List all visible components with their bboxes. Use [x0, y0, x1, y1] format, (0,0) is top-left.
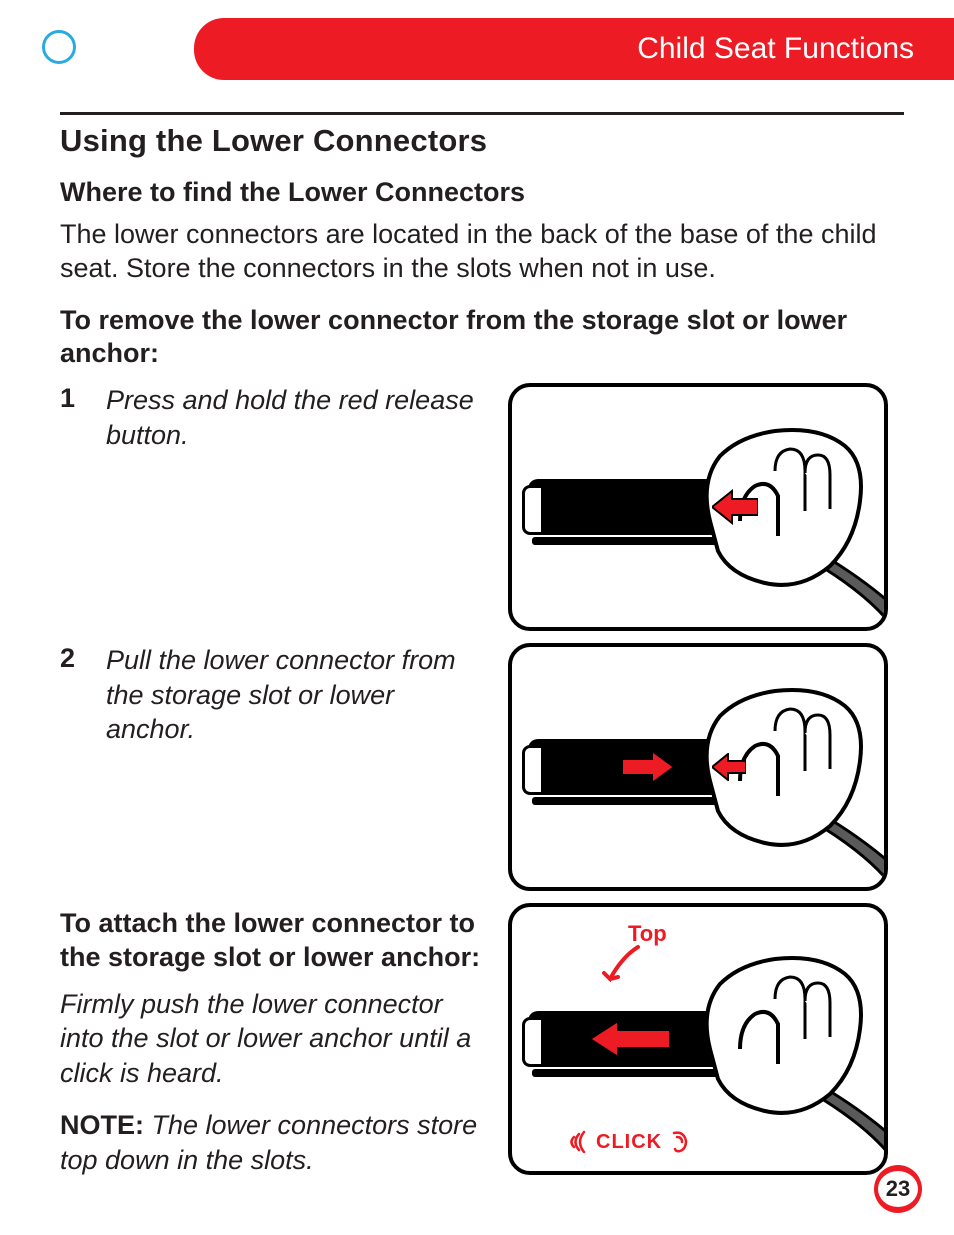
title-rule [60, 112, 904, 115]
attach-body: Firmly push the lower connector into the… [60, 987, 490, 1091]
content-area: Using the Lower Connectors Where to find… [60, 112, 904, 1177]
intro-paragraph: The lower connectors are located in the … [60, 218, 904, 286]
remove-heading: To remove the lower connector from the s… [60, 304, 904, 372]
figure-1 [508, 383, 888, 631]
sound-waves-icon [568, 1130, 590, 1154]
hand-illustration [670, 661, 870, 861]
step-1-row: 1 Press and hold the red release button. [60, 383, 904, 643]
ear-icon [668, 1129, 690, 1155]
header-title: Child Seat Functions [637, 32, 914, 66]
arrow-left-icon [712, 489, 758, 525]
hand-illustration [670, 401, 870, 601]
arrow-left-small-icon [712, 753, 746, 781]
header-tab: Child Seat Functions [194, 18, 954, 80]
step-1-number: 1 [60, 383, 106, 414]
step-2-text: Pull the lower connector from the storag… [106, 643, 490, 747]
step-1-text: Press and hold the red release button. [106, 383, 490, 452]
section-h2: Where to find the Lower Connectors [60, 177, 904, 208]
corner-circle-decoration [42, 30, 76, 64]
note-line: NOTE: The lower connectors store top dow… [60, 1108, 490, 1177]
arrow-right-icon [622, 751, 674, 783]
arrow-left-big-icon [590, 1019, 670, 1059]
top-arrow-icon [600, 943, 644, 993]
hand-illustration [670, 929, 870, 1129]
page-number: 23 [886, 1176, 910, 1202]
attach-section: To attach the lower connector to the sto… [60, 903, 904, 1177]
click-indicator: CLICK [568, 1129, 690, 1155]
section-h1: Using the Lower Connectors [60, 123, 904, 159]
step-2-number: 2 [60, 643, 106, 674]
click-label: CLICK [596, 1131, 662, 1154]
figure-2 [508, 643, 888, 891]
figure-3: Top [508, 903, 888, 1175]
note-label: NOTE: [60, 1110, 144, 1140]
page-number-badge: 23 [874, 1165, 922, 1213]
step-2-row: 2 Pull the lower connector from the stor… [60, 643, 904, 903]
attach-heading: To attach the lower connector to the sto… [60, 907, 490, 975]
